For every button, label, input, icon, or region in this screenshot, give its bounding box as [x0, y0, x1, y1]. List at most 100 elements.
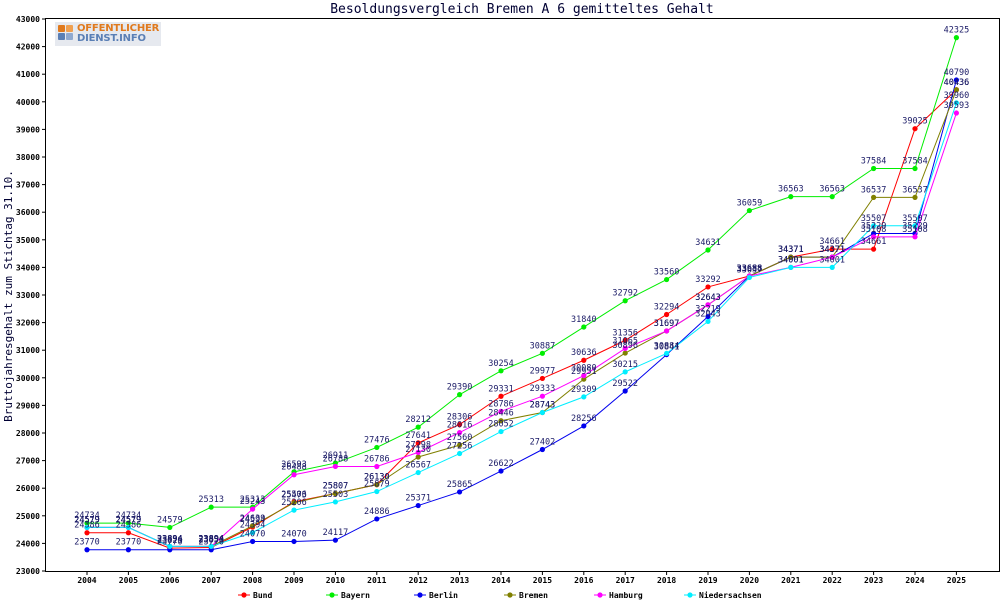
- series-line-bayern: [87, 37, 957, 528]
- data-label-berlin: 34371: [819, 245, 845, 255]
- data-point-bund: [498, 393, 504, 399]
- data-label-bund: 23850: [198, 536, 224, 546]
- y-tick-label: 32000: [16, 319, 40, 328]
- data-point-niedersachsen: [291, 507, 297, 513]
- data-point-bayern: [912, 165, 918, 172]
- data-point-berlin: [332, 537, 338, 543]
- legend-marker-bremen: [507, 592, 513, 598]
- data-point-niedersachsen: [208, 543, 214, 549]
- data-label-hamburg: 24579: [74, 515, 100, 525]
- data-label-berlin: 35229: [861, 221, 887, 231]
- data-point-niedersachsen: [84, 524, 90, 531]
- data-point-bayern: [208, 504, 214, 510]
- data-label-bremen: 34371: [778, 245, 804, 255]
- data-point-niedersachsen: [788, 264, 794, 270]
- legend-label-berlin: Berlin: [429, 590, 458, 600]
- data-label-bund: 25807: [323, 482, 349, 492]
- data-point-bremen: [912, 194, 918, 200]
- x-tick-label: 2016: [574, 576, 593, 585]
- data-label-berlin: 35229: [902, 221, 928, 231]
- data-point-berlin: [84, 547, 90, 553]
- data-label-hamburg: 29333: [530, 384, 556, 394]
- data-point-bremen: [291, 500, 297, 506]
- data-label-bund: 34661: [819, 237, 845, 247]
- x-tick-label: 2004: [77, 576, 96, 585]
- data-label-bund: 33292: [695, 275, 721, 285]
- series-line-bund: [87, 89, 957, 549]
- data-label-bremen: 31697: [654, 319, 680, 329]
- data-label-bund: 24386: [74, 521, 100, 531]
- data-point-bayern: [746, 207, 753, 214]
- data-label-hamburg: 35108: [902, 225, 928, 235]
- x-tick-label: 2019: [698, 576, 717, 585]
- data-label-berlin: 24070: [240, 529, 266, 539]
- x-tick-label: 2021: [781, 576, 800, 585]
- data-label-bund: 31356: [612, 328, 638, 338]
- data-label-niedersachsen: 34001: [819, 255, 845, 265]
- data-label-bayern: 42325: [944, 26, 970, 36]
- y-tick-label: 42000: [16, 43, 40, 52]
- data-label-bremen: 36537: [861, 185, 887, 195]
- data-point-hamburg: [415, 449, 421, 455]
- data-labels: 24386 24386 23829 23850 24594 25506 25807 26130…: [74, 26, 969, 548]
- legend-label-hamburg: Hamburg: [609, 591, 643, 600]
- data-point-niedersachsen: [705, 318, 711, 325]
- series-line-hamburg: [87, 112, 957, 547]
- x-tick-label: 2007: [202, 576, 221, 585]
- data-point-hamburg: [457, 429, 463, 436]
- legend-label-bremen: Bremen: [519, 591, 548, 600]
- x-tick-label: 2013: [450, 576, 469, 585]
- data-label-hamburg: 31065: [612, 336, 638, 346]
- data-label-niedersachsen: 35507: [902, 214, 928, 224]
- data-point-berlin: [250, 538, 256, 545]
- data-label-niedersachsen: 29309: [571, 385, 597, 395]
- data-label-berlin: 29522: [612, 379, 638, 389]
- data-label-niedersachsen: 24579: [116, 515, 142, 525]
- data-label-niedersachsen: 33637: [737, 265, 763, 275]
- data-label-bayern: 28212: [405, 415, 431, 425]
- data-label-niedersachsen: 26567: [405, 461, 431, 471]
- data-point-bremen: [581, 376, 587, 382]
- data-label-bremen: 28446: [488, 409, 514, 419]
- data-label-hamburg: 35108: [861, 225, 887, 235]
- series-line-niedersachsen: [87, 102, 957, 547]
- x-tick-label: 2014: [491, 576, 510, 585]
- data-point-niedersachsen: [912, 223, 918, 229]
- data-label-bremen: 28743: [530, 400, 556, 410]
- data-label-niedersachsen: 35507: [861, 214, 887, 224]
- data-point-bayern: [457, 392, 463, 398]
- data-point-hamburg: [374, 463, 380, 470]
- data-label-berlin: 27402: [530, 438, 556, 448]
- data-label-berlin: 24886: [364, 507, 390, 517]
- data-point-bayern: [622, 298, 628, 304]
- data-label-bremen: 29951: [571, 367, 597, 377]
- x-tick-label: 2006: [160, 576, 179, 585]
- data-point-bund: [457, 421, 463, 428]
- y-tick-label: 26000: [16, 484, 40, 493]
- data-label-berlin: 30841: [654, 343, 680, 353]
- series-line-bremen: [87, 89, 957, 547]
- data-label-hamburg: 34371: [819, 245, 845, 255]
- data-label-niedersachsen: 25206: [281, 498, 307, 508]
- data-point-hamburg: [581, 372, 587, 379]
- data-label-hamburg: 34001: [778, 255, 804, 265]
- y-tick-label: 43000: [16, 15, 40, 24]
- data-label-berlin: 23770: [74, 538, 100, 548]
- data-point-berlin: [291, 538, 297, 545]
- data-point-bremen: [374, 482, 380, 488]
- data-label-hamburg: 30080: [571, 364, 597, 374]
- x-tick-label: 2008: [243, 576, 262, 585]
- data-label-niedersachsen: 28743: [530, 400, 556, 410]
- data-point-niedersachsen: [622, 369, 628, 375]
- data-point-bayern: [167, 524, 173, 531]
- data-point-bund: [664, 311, 670, 318]
- data-label-hamburg: 25243: [240, 497, 266, 507]
- data-label-hamburg: 26786: [364, 455, 390, 465]
- data-label-bayern: 24734: [74, 511, 100, 521]
- data-label-bayern: 36563: [819, 185, 845, 195]
- data-label-hamburg: 23894: [198, 534, 224, 544]
- y-tick-label: 37000: [16, 181, 40, 190]
- data-point-berlin: [498, 468, 504, 474]
- y-tick-label: 25000: [16, 512, 40, 521]
- data-point-niedersachsen: [167, 543, 173, 549]
